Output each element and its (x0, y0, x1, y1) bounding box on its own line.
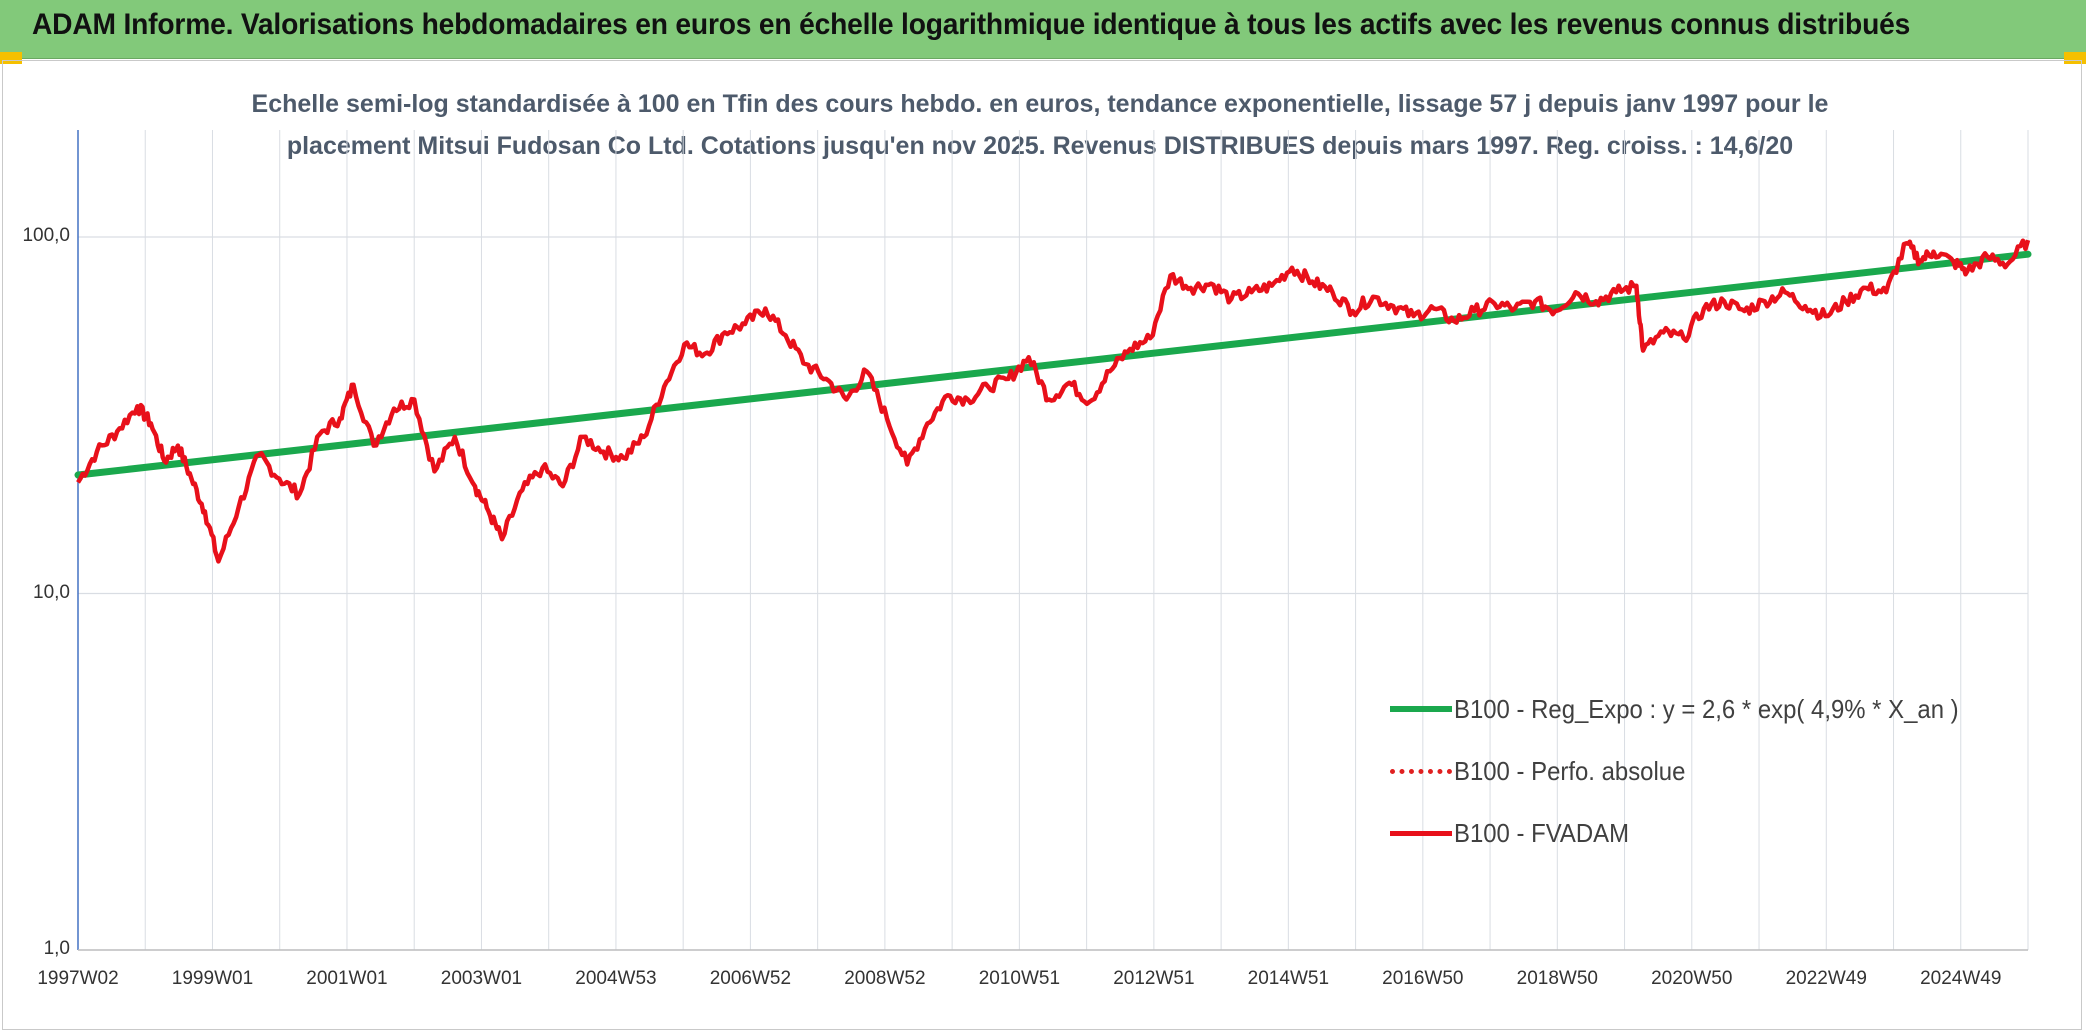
x-tick-label: 1997W02 (37, 968, 119, 989)
x-tick-label: 2003W01 (440, 968, 523, 989)
x-tick-label: 2012W51 (1113, 968, 1195, 989)
chart-title-line1: Echelle semi-log standardisée à 100 en T… (251, 90, 1829, 118)
x-tick-label: 2001W01 (306, 968, 388, 989)
corner-accent-left (0, 52, 22, 64)
legend-label-regression: B100 - Reg_Expo : y = 2,6 * exp( 4,9% * … (1454, 694, 1959, 724)
chart-frame (2, 60, 2082, 1030)
x-tick-label: 2004W53 (575, 968, 657, 989)
x-tick-label: 1999W01 (171, 968, 254, 989)
header-bar: ADAM Informe. Valorisations hebdomadaire… (0, 0, 2086, 59)
x-tick-label: 2014W51 (1247, 968, 1330, 989)
series-line-fvadam (76, 238, 2031, 564)
corner-accent-right (2064, 52, 2086, 64)
x-tick-label: 2020W50 (1651, 968, 1733, 989)
y-tick-label: 10,0 (33, 581, 70, 603)
legend-label-perf-absolue: B100 - Perfo. absolue (1454, 756, 1686, 786)
legend-swatch-perf-absolue (1390, 769, 1452, 774)
x-tick-label: 2024W49 (1920, 968, 2002, 989)
legend-swatch-fvadam (1390, 831, 1452, 836)
x-tick-label: 2010W51 (978, 968, 1061, 989)
series-line-regression (74, 250, 2032, 479)
page-title: ADAM Informe. Valorisations hebdomadaire… (32, 8, 1911, 41)
x-tick-label: 2016W50 (1382, 968, 1464, 989)
x-tick-label: 2006W52 (709, 968, 792, 989)
y-tick-label: 1,0 (43, 938, 70, 959)
legend-label-fvadam: B100 - FVADAM (1454, 818, 1630, 848)
chart-title-line2: placement Mitsui Fudosan Co Ltd. Cotatio… (286, 132, 1794, 160)
legend-swatch-regression (1390, 706, 1452, 712)
x-tick-label: 2018W50 (1516, 968, 1598, 989)
x-tick-label: 2008W52 (844, 968, 926, 989)
x-tick-label: 2022W49 (1785, 968, 1867, 989)
y-tick-label: 100,0 (22, 225, 70, 246)
